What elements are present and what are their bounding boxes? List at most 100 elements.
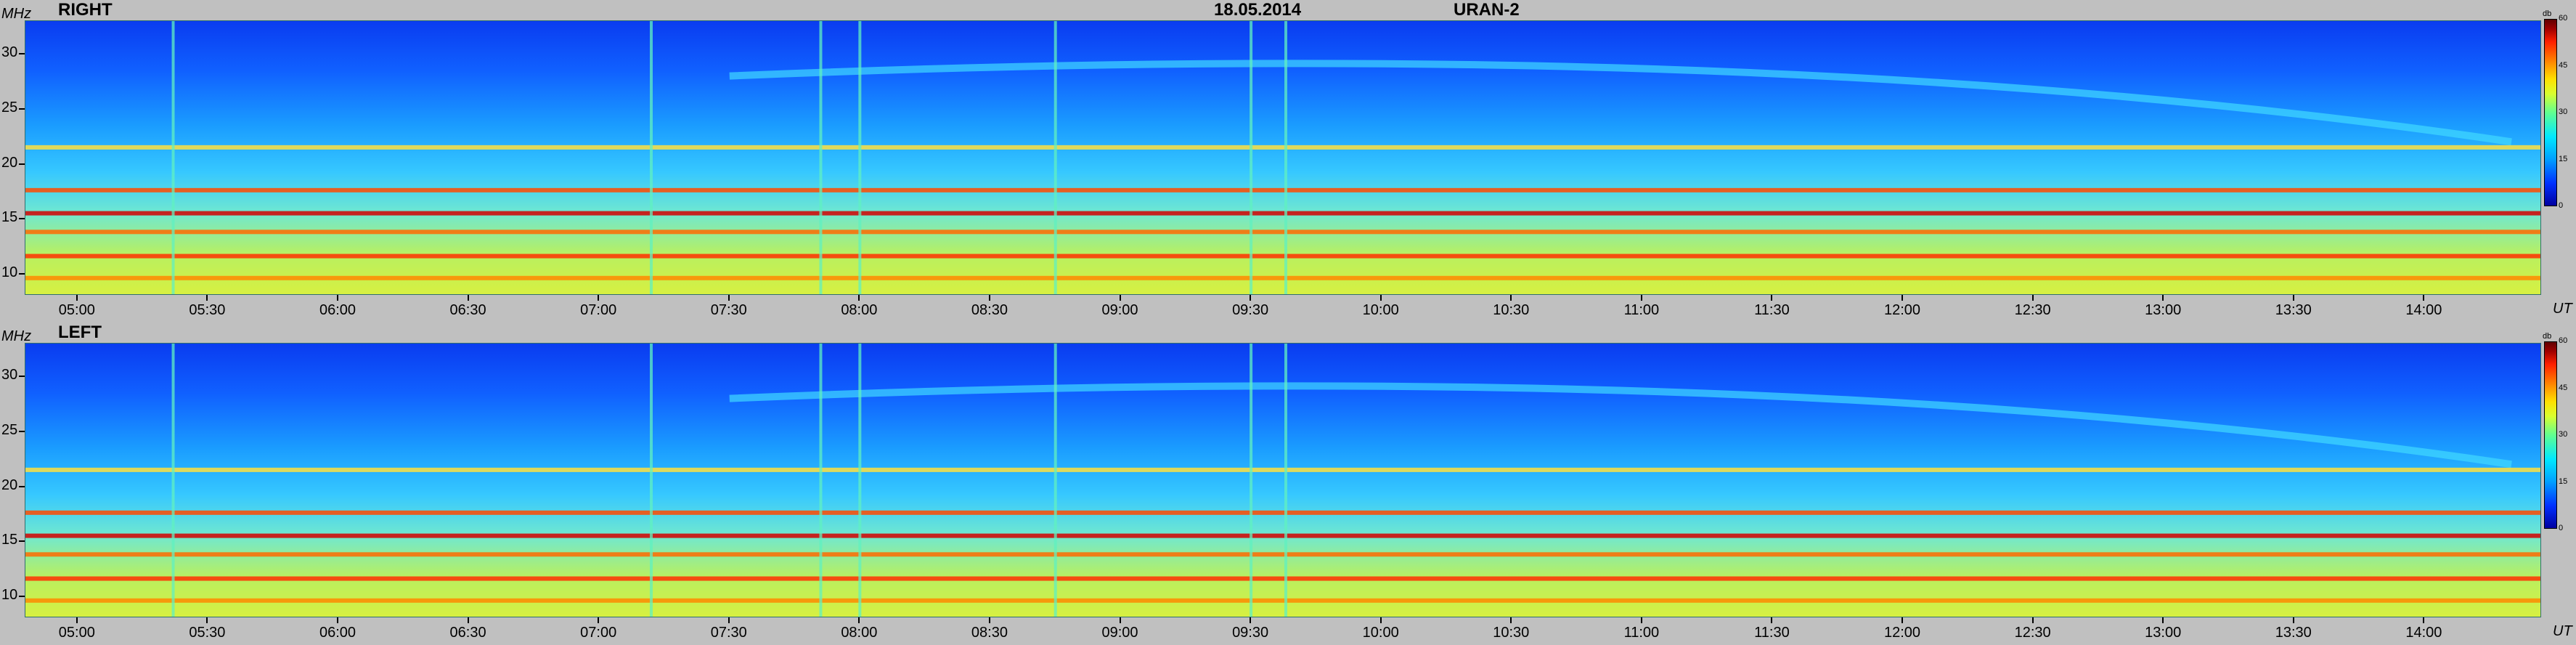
vertical-burst (650, 21, 653, 294)
x-tick-label: 07:00 (580, 302, 617, 318)
x-tick-label: 12:30 (2014, 625, 2051, 641)
y-tick-label: 15 (1, 532, 18, 548)
x-tick-label: 06:30 (449, 625, 486, 641)
y-tick-mark (19, 485, 25, 487)
rfi-band (25, 576, 2540, 581)
vertical-burst (858, 344, 862, 617)
colorbar-tick-label: 0 (2559, 524, 2564, 532)
chart-date: 18.05.2014 (1214, 0, 1302, 20)
x-unit-right: UT (2553, 301, 2572, 317)
vertical-burst (1250, 344, 1253, 617)
x-tick-mark (337, 617, 338, 623)
x-tick-mark (598, 617, 600, 623)
x-tick-label: 08:30 (971, 302, 1008, 318)
y-tick-mark (19, 108, 25, 110)
x-tick-mark (2292, 617, 2294, 623)
x-tick-label: 12:00 (1883, 625, 1921, 641)
x-tick-mark (1771, 295, 1773, 301)
colorbar-tick-label: 45 (2559, 60, 2568, 70)
vertical-burst (858, 21, 862, 294)
vertical-burst (1053, 21, 1057, 294)
y-tick-label: 20 (1, 154, 18, 171)
vertical-burst (819, 21, 823, 294)
y-tick-label: 30 (1, 367, 18, 384)
x-tick-label: 07:00 (580, 625, 617, 641)
x-tick-mark (988, 617, 990, 623)
rfi-band (25, 230, 2540, 235)
x-unit-left: UT (2553, 623, 2572, 639)
x-tick-label: 08:00 (841, 625, 878, 641)
rfi-band (25, 510, 2540, 515)
x-tick-label: 14:00 (2405, 625, 2442, 641)
x-tick-label: 10:00 (1362, 302, 1399, 318)
colorbar-tick-label: 60 (2559, 14, 2568, 23)
colorbar-tick-label: 60 (2559, 336, 2568, 345)
y-tick-mark (19, 540, 25, 543)
y-tick-mark (19, 218, 25, 220)
y-unit-left: MHz (1, 328, 32, 344)
x-tick-mark (2292, 295, 2294, 301)
colorbar-tick-label: 30 (2559, 430, 2568, 439)
x-tick-label: 11:30 (1754, 302, 1790, 318)
x-tick-label: 10:30 (1493, 302, 1530, 318)
x-tick-label: 08:30 (971, 625, 1008, 641)
x-tick-mark (988, 295, 990, 301)
colorbar-tick-label: 30 (2559, 108, 2568, 116)
x-tick-label: 05:00 (58, 302, 95, 318)
x-tick-label: 05:00 (58, 625, 95, 641)
x-tick-mark (467, 617, 469, 623)
x-tick-mark (2423, 617, 2425, 623)
x-tick-label: 05:30 (189, 625, 226, 641)
x-tick-mark (2162, 617, 2164, 623)
colorbar-right (2544, 19, 2557, 206)
x-tick-mark (206, 617, 208, 623)
rfi-band (25, 253, 2540, 259)
x-tick-label: 06:00 (319, 625, 356, 641)
colorbar-tick-label: 15 (2559, 476, 2568, 486)
x-tick-label: 10:00 (1362, 625, 1399, 641)
x-tick-mark (2031, 617, 2034, 623)
x-tick-mark (1379, 295, 1382, 301)
x-tick-label: 12:30 (2014, 302, 2051, 318)
colorbar-tick-label: 0 (2559, 201, 2564, 210)
vertical-burst (650, 344, 653, 617)
y-tick-mark (19, 272, 25, 275)
drifting-emission-band (729, 382, 2512, 468)
colorbar-tick-label: 15 (2559, 154, 2568, 163)
y-tick-label: 30 (1, 44, 18, 61)
x-tick-label: 07:30 (710, 625, 747, 641)
x-tick-label: 07:30 (710, 302, 747, 318)
x-tick-mark (1510, 295, 1512, 301)
x-tick-label: 14:00 (2405, 302, 2442, 318)
colorbar-left (2544, 341, 2557, 529)
x-tick-label: 06:30 (449, 302, 486, 318)
y-tick-mark (19, 595, 25, 597)
colorbar-tick-label: 45 (2559, 383, 2568, 392)
x-tick-mark (467, 295, 469, 301)
x-tick-label: 06:00 (319, 302, 356, 318)
panel-title-right: RIGHT (58, 0, 113, 20)
spectrogram-left (25, 343, 2541, 617)
y-tick-label: 20 (1, 476, 18, 493)
x-tick-mark (1771, 617, 1773, 623)
vertical-burst (171, 21, 175, 294)
x-tick-label: 12:00 (1883, 302, 1921, 318)
vertical-burst (1053, 344, 1057, 617)
x-tick-mark (727, 617, 730, 623)
x-tick-mark (727, 295, 730, 301)
x-tick-label: 13:00 (2145, 625, 2182, 641)
vertical-burst (1250, 21, 1253, 294)
x-tick-label: 05:30 (189, 302, 226, 318)
x-tick-mark (1510, 617, 1512, 623)
rfi-band (25, 533, 2540, 538)
y-tick-label: 25 (1, 421, 18, 438)
x-tick-mark (2031, 295, 2034, 301)
x-tick-label: 09:30 (1232, 625, 1269, 641)
x-tick-mark (1640, 295, 1642, 301)
rfi-band (25, 275, 2540, 280)
drifting-emission-band (729, 60, 2512, 146)
y-tick-label: 10 (1, 586, 18, 603)
y-tick-label: 10 (1, 264, 18, 280)
y-tick-mark (19, 376, 25, 378)
instrument-name: URAN-2 (1454, 0, 1520, 20)
